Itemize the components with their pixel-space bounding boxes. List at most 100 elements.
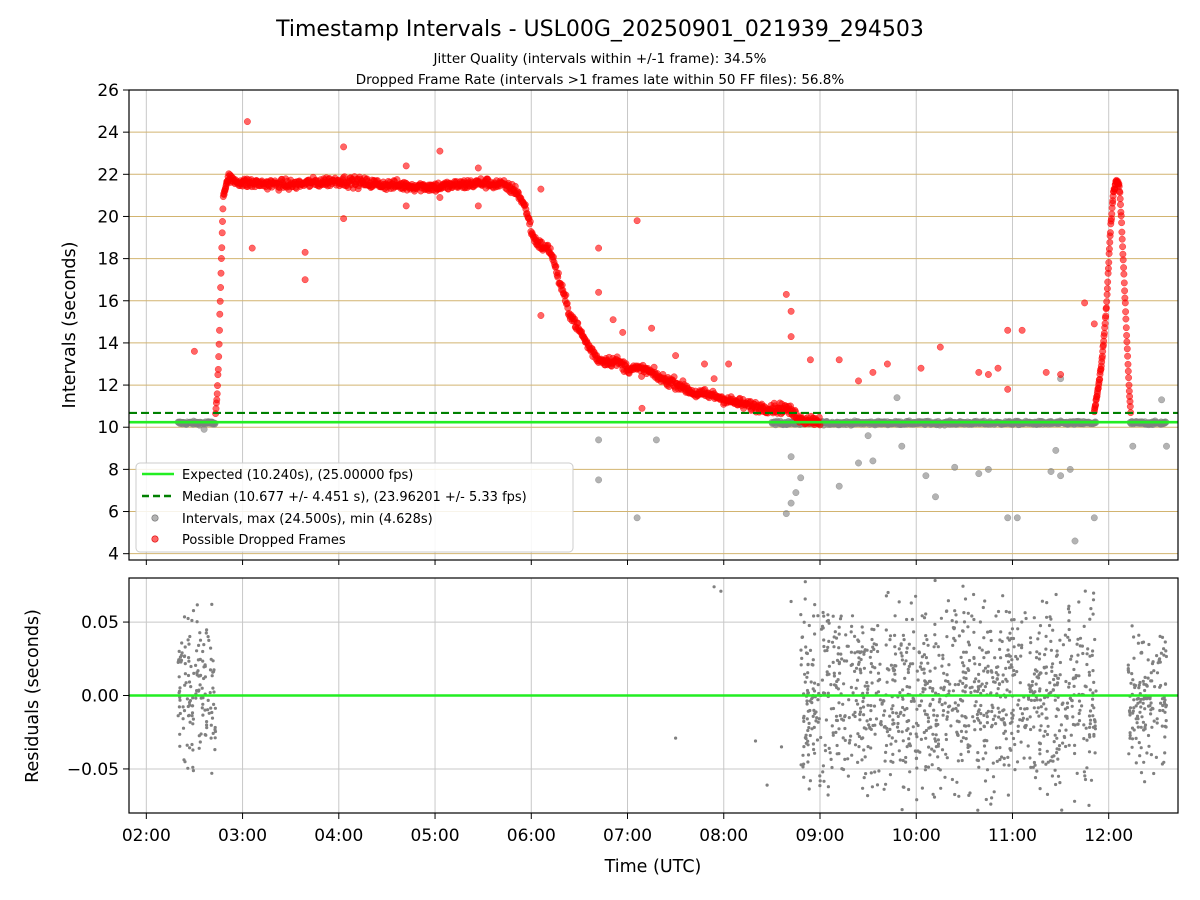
residual-point: [877, 769, 881, 773]
residual-point: [211, 670, 215, 674]
residual-point: [802, 719, 806, 724]
residual-point: [202, 643, 206, 647]
dropped-frame-outlier-point: [248, 244, 256, 252]
residual-point: [1078, 708, 1082, 712]
dropped-frame-outlier-point: [1057, 371, 1065, 378]
residual-point: [927, 726, 931, 730]
residual-point: [811, 663, 815, 667]
residual-point: [934, 718, 938, 722]
residual-point: [799, 663, 803, 667]
dropped-frame-point: [214, 382, 221, 390]
residual-point: [1143, 696, 1147, 701]
residual-point: [919, 699, 924, 703]
residual-point: [183, 672, 187, 676]
residual-point: [831, 731, 835, 735]
residual-point: [831, 660, 835, 665]
residual-point: [1146, 704, 1151, 708]
residual-point: [995, 665, 999, 670]
residual-point: [891, 722, 895, 726]
residual-point: [1023, 611, 1027, 615]
residual-point: [181, 726, 186, 730]
residual-point: [836, 687, 841, 691]
residual-point: [966, 625, 970, 629]
residual-point: [818, 774, 822, 778]
residual-point: [900, 808, 904, 812]
residual-point: [1035, 669, 1039, 673]
residual-point: [806, 691, 811, 695]
residual-point: [1163, 702, 1167, 706]
x-tick-label: 06:00: [507, 826, 556, 846]
residual-point: [1013, 768, 1017, 772]
residual-point: [207, 638, 211, 643]
interval-outlier-point: [869, 457, 877, 465]
residual-point: [1090, 653, 1094, 658]
residual-point: [884, 643, 888, 647]
residual-point: [962, 620, 967, 624]
residual-point: [881, 699, 886, 703]
residual-point: [1034, 682, 1038, 686]
residual-point: [1035, 769, 1039, 773]
residual-point: [1004, 666, 1008, 671]
residual-point: [211, 686, 215, 690]
residual-point: [1033, 763, 1037, 767]
residual-point: [1064, 714, 1068, 718]
interval-outlier-point: [782, 510, 790, 518]
residual-point: [901, 739, 905, 743]
residual-point: [851, 713, 855, 717]
residual-point: [799, 648, 803, 652]
residual-point: [868, 717, 873, 722]
dropped-frame-point: [216, 297, 224, 305]
residual-point: [973, 662, 977, 666]
residual-point: [979, 727, 983, 731]
dropped-frame-point: [1118, 235, 1126, 243]
residual-point: [854, 699, 858, 703]
residual-point: [999, 630, 1003, 634]
residual-point: [1029, 698, 1033, 703]
residual-point: [847, 698, 851, 702]
residual-point: [1091, 649, 1095, 653]
residual-point: [910, 617, 915, 622]
residual-point: [1064, 728, 1068, 732]
residual-point: [1163, 640, 1167, 644]
residual-point: [1055, 747, 1059, 751]
residual-point: [1056, 681, 1060, 685]
dropped-frame-point: [1123, 338, 1131, 346]
dropped-frame-outlier-point: [595, 244, 603, 252]
residual-point: [964, 737, 968, 741]
residual-point: [905, 617, 909, 622]
residual-point: [966, 743, 970, 747]
residual-point: [1069, 657, 1073, 661]
residual-point: [917, 650, 921, 654]
residual-point: [1077, 711, 1081, 716]
dropped-frame-point: [1120, 264, 1128, 272]
residual-point: [822, 779, 826, 783]
residual-point: [198, 683, 202, 687]
residual-point: [884, 594, 889, 598]
residual-point: [802, 762, 806, 766]
residual-point: [897, 647, 901, 651]
residual-point: [1008, 721, 1013, 725]
residual-point: [904, 760, 908, 764]
residual-point: [850, 624, 854, 629]
residual-point: [827, 672, 831, 676]
residual-point: [972, 656, 976, 661]
residual-point: [1060, 702, 1064, 707]
residual-point: [856, 702, 860, 706]
residual-point: [834, 730, 838, 735]
residual-point: [1084, 726, 1088, 730]
residual-point: [843, 726, 847, 731]
residual-point: [844, 633, 848, 637]
residual-point: [1067, 638, 1072, 642]
residual-point: [964, 671, 968, 675]
residual-point: [1129, 681, 1133, 685]
residual-point: [1035, 698, 1039, 702]
residual-point: [861, 786, 865, 790]
residual-point: [1164, 719, 1168, 723]
residual-point: [1045, 749, 1049, 753]
residual-point: [1133, 683, 1138, 688]
residual-point: [1083, 774, 1087, 778]
residual-point: [1087, 803, 1091, 808]
residual-point: [1156, 661, 1160, 665]
x-tick-label: 09:00: [795, 826, 844, 846]
residual-point: [186, 673, 191, 678]
